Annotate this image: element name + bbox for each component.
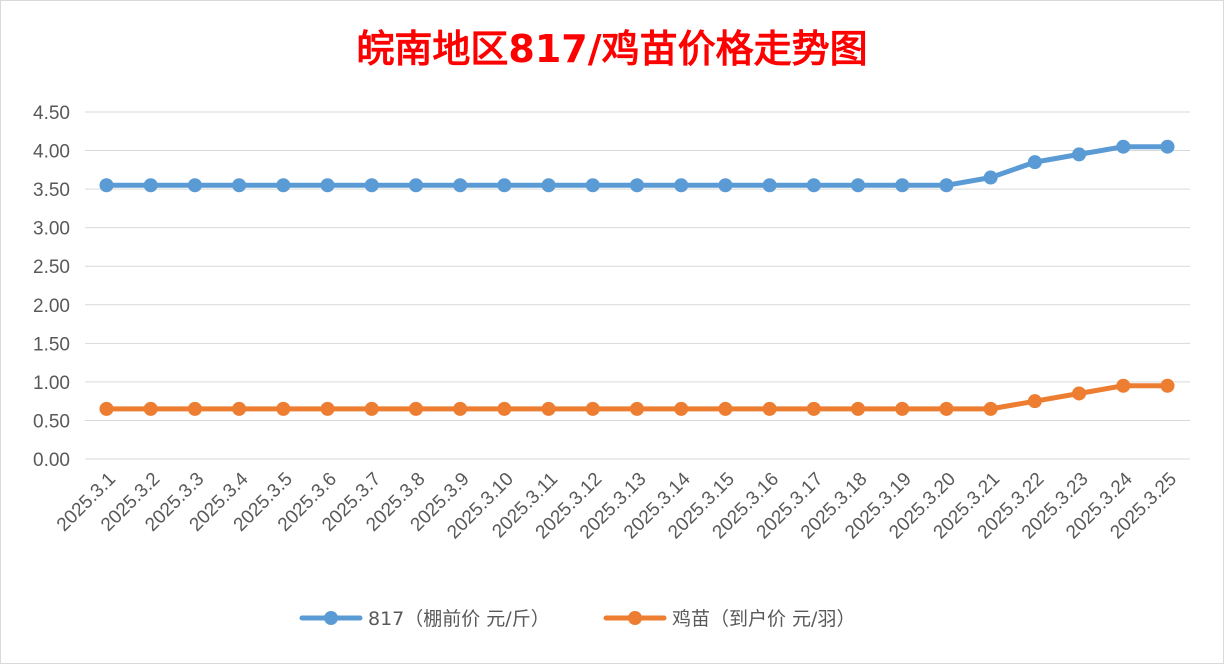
data-point [762,401,777,416]
y-tick-label: 0.00 [33,450,70,471]
legend-item: 817（棚前价 元/斤） [299,608,550,630]
data-point [187,178,202,193]
legend-label: 817（棚前价 元/斤） [368,608,550,630]
data-point [276,401,291,416]
data-point [276,178,291,193]
series-1 [99,378,1175,416]
legend-label: 鸡苗（到户价 元/羽） [672,608,855,630]
data-point [1072,386,1087,401]
data-point [806,178,821,193]
data-point [1116,378,1131,393]
data-point [674,401,689,416]
data-point [895,178,910,193]
data-point [143,401,158,416]
legend-marker [324,611,338,625]
y-tick-label: 1.00 [33,373,70,394]
y-axis: 0.00 0.50 1.00 1.50 2.00 2.50 3.00 3.50 4.00 4.50 [33,103,70,471]
data-point [364,401,379,416]
data-point [585,401,600,416]
data-point [453,178,468,193]
data-point [895,401,910,416]
data-point [1027,155,1042,170]
data-point [497,178,512,193]
y-tick-label: 1.50 [33,334,70,355]
data-point [762,178,777,193]
data-point [939,401,954,416]
data-point [453,401,468,416]
data-point [1027,394,1042,409]
data-point [143,178,158,193]
series-lines [99,139,1175,416]
y-tick-label: 2.00 [33,296,70,317]
data-point [585,178,600,193]
y-tick-label: 3.00 [33,219,70,240]
data-point [851,178,866,193]
legend-marker [628,611,642,625]
y-tick-label: 4.00 [33,142,70,163]
data-point [187,401,202,416]
data-point [674,178,689,193]
x-axis: 2025.3.12025.3.22025.3.32025.3.42025.3.5… [53,468,1181,543]
y-tick-label: 2.50 [33,257,70,278]
data-point [232,178,247,193]
data-point [851,401,866,416]
series-0 [99,139,1175,193]
data-point [320,401,335,416]
data-point [1072,147,1087,162]
data-point [99,178,114,193]
data-point [232,401,247,416]
data-point [630,178,644,193]
data-point [718,178,733,193]
data-point [497,401,512,416]
data-point [983,401,998,416]
y-tick-label: 3.50 [33,180,70,201]
data-point [806,401,821,416]
data-point [541,178,556,193]
data-point [718,401,733,416]
data-point [983,170,998,185]
legend: 817（棚前价 元/斤） 鸡苗（到户价 元/羽） [299,608,855,630]
data-point [99,401,114,416]
chart-title: 皖南地区817/鸡苗价格走势图 [356,27,867,71]
data-point [541,401,556,416]
data-point [630,401,644,416]
legend-item: 鸡苗（到户价 元/羽） [603,608,855,630]
data-point [408,178,423,193]
gridlines [85,111,1190,460]
data-point [364,178,379,193]
data-point [408,401,423,416]
y-tick-label: 0.50 [33,411,70,432]
data-point [1160,378,1175,393]
data-point [1116,139,1131,154]
data-point [939,178,954,193]
data-point [320,178,335,193]
data-point [1160,139,1175,154]
y-tick-label: 4.50 [33,103,70,124]
